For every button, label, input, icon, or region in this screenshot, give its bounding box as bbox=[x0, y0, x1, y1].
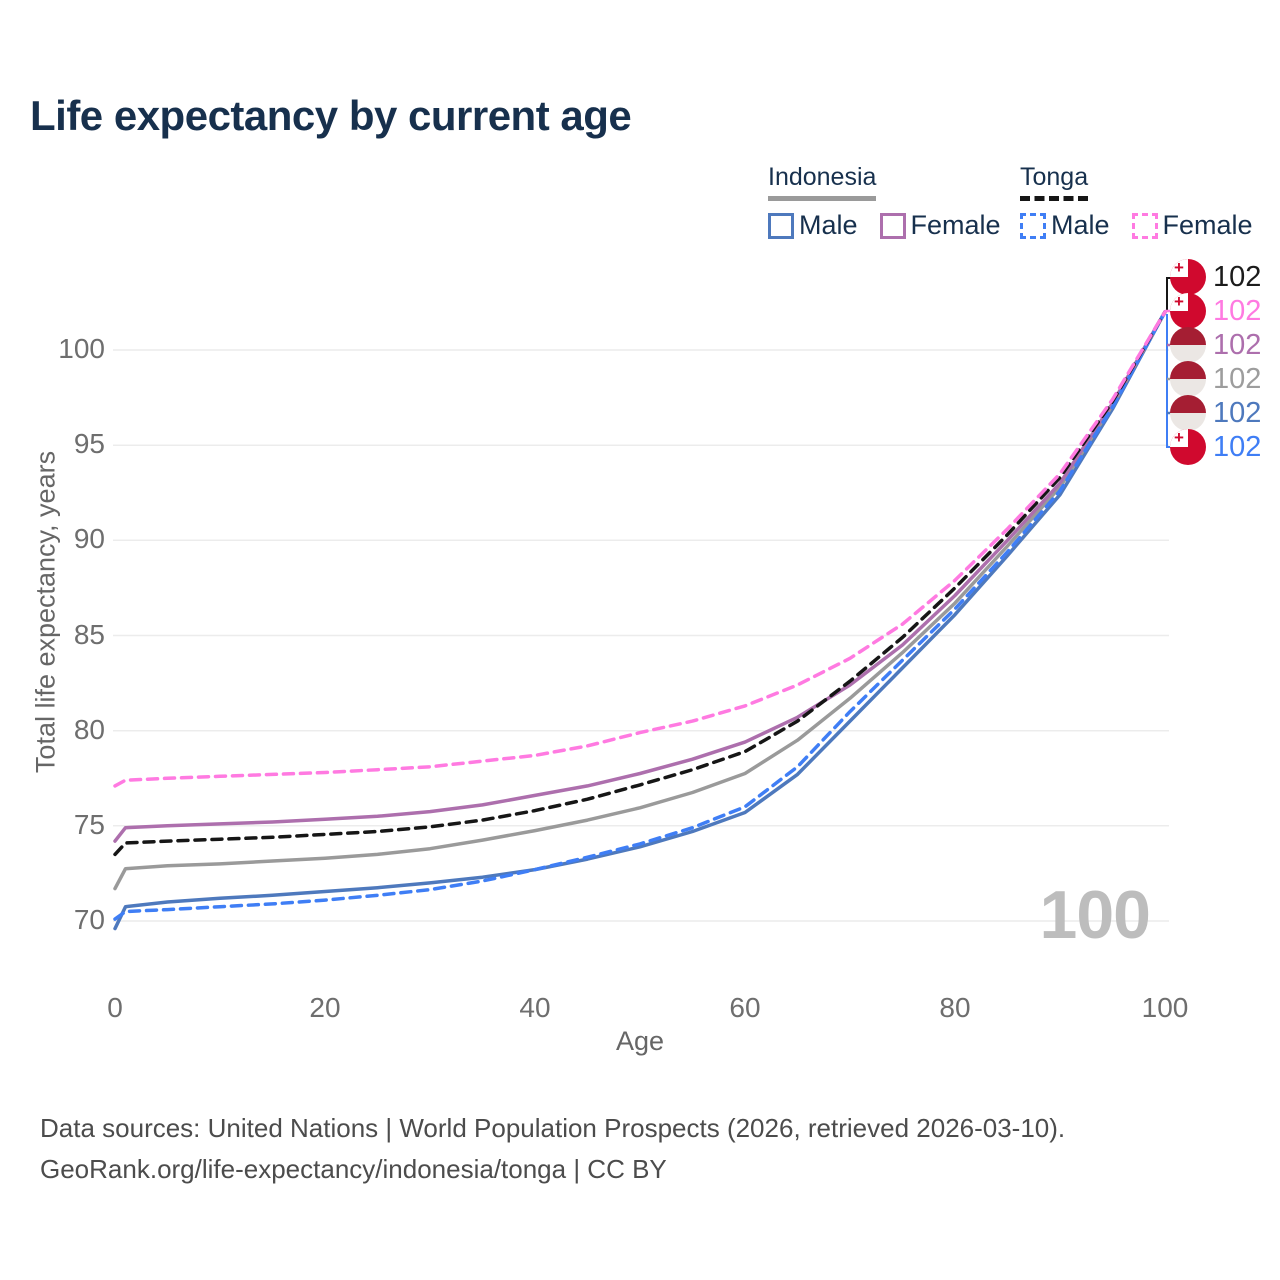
legend-item-tonga-female[interactable]: Female bbox=[1131, 210, 1253, 241]
indonesia-female-swatch-icon bbox=[879, 212, 906, 239]
end-value: 102 bbox=[1213, 430, 1262, 463]
end-label-row: 102 bbox=[1170, 259, 1261, 295]
page-title: Life expectancy by current age bbox=[30, 92, 632, 139]
x-tick-label: 80 bbox=[939, 992, 971, 1023]
y-tick-label: 70 bbox=[73, 904, 105, 935]
legend-item-indonesia-male[interactable]: Male bbox=[768, 210, 858, 241]
end-value: 102 bbox=[1213, 260, 1262, 293]
indonesia-male-swatch-icon bbox=[768, 212, 794, 239]
end-value: 102 bbox=[1213, 328, 1262, 361]
footer: Data sources: United Nations | World Pop… bbox=[40, 1108, 1065, 1190]
legend-item-label: Female bbox=[910, 210, 1001, 240]
legend-row-indonesia: Male Female bbox=[768, 210, 1001, 241]
flag-icon bbox=[1170, 395, 1206, 431]
y-tick-label: 95 bbox=[73, 428, 105, 460]
y-tick-label: 75 bbox=[73, 808, 105, 840]
end-label-row: 102 bbox=[1170, 395, 1261, 431]
end-value: 102 bbox=[1213, 362, 1262, 395]
footer-data-sources: Data sources: United Nations | World Pop… bbox=[40, 1113, 1066, 1143]
legend-item-label: Female bbox=[1162, 210, 1253, 240]
y-tick-label: 80 bbox=[73, 713, 105, 745]
x-tick-label: 20 bbox=[309, 992, 341, 1023]
end-label-row: 102 bbox=[1170, 293, 1261, 329]
end-label-row: 102 bbox=[1170, 361, 1261, 397]
footer-attribution: GeoRank.org/life-expectancy/indonesia/to… bbox=[40, 1154, 667, 1184]
y-tick-label: 100 bbox=[58, 333, 105, 364]
legend-group-tonga: Tonga Male Female bbox=[1020, 163, 1253, 241]
x-tick-label: 60 bbox=[729, 992, 761, 1023]
legend-item-label: Male bbox=[799, 210, 858, 240]
x-axis-title: Age bbox=[615, 1026, 665, 1056]
flag-icon bbox=[1170, 293, 1206, 329]
end-value: 102 bbox=[1213, 294, 1262, 327]
tonga-female-swatch-icon bbox=[1131, 212, 1158, 239]
legend-item-label: Male bbox=[1051, 210, 1110, 240]
flag-icon bbox=[1170, 429, 1206, 465]
y-axis-title: Total life expectancy, years bbox=[30, 450, 61, 774]
end-value: 102 bbox=[1213, 396, 1262, 429]
legend-item-tonga-male[interactable]: Male bbox=[1020, 210, 1110, 241]
y-tick-label: 90 bbox=[73, 523, 105, 555]
tonga-male-swatch-icon bbox=[1020, 212, 1046, 239]
legend-country-indonesia[interactable]: Indonesia bbox=[768, 163, 877, 201]
x-tick-label: 0 bbox=[107, 992, 123, 1023]
x-tick-label: 100 bbox=[1141, 992, 1189, 1023]
end-label-row: 102 bbox=[1170, 327, 1261, 363]
legend-group-indonesia: Indonesia Male Female bbox=[768, 163, 1001, 241]
legend-country-tonga[interactable]: Tonga bbox=[1020, 163, 1089, 201]
legend-item-indonesia-female[interactable]: Female bbox=[879, 210, 1001, 241]
flag-icon bbox=[1170, 259, 1206, 295]
flag-icon bbox=[1170, 327, 1206, 363]
flag-icon bbox=[1170, 361, 1206, 397]
legend-row-tonga: Male Female bbox=[1020, 210, 1253, 241]
x-tick-label: 40 bbox=[519, 992, 551, 1023]
watermark-age-100: 100 bbox=[1039, 877, 1151, 953]
y-tick-label: 85 bbox=[73, 618, 105, 650]
end-label-row: 102 bbox=[1170, 429, 1261, 465]
